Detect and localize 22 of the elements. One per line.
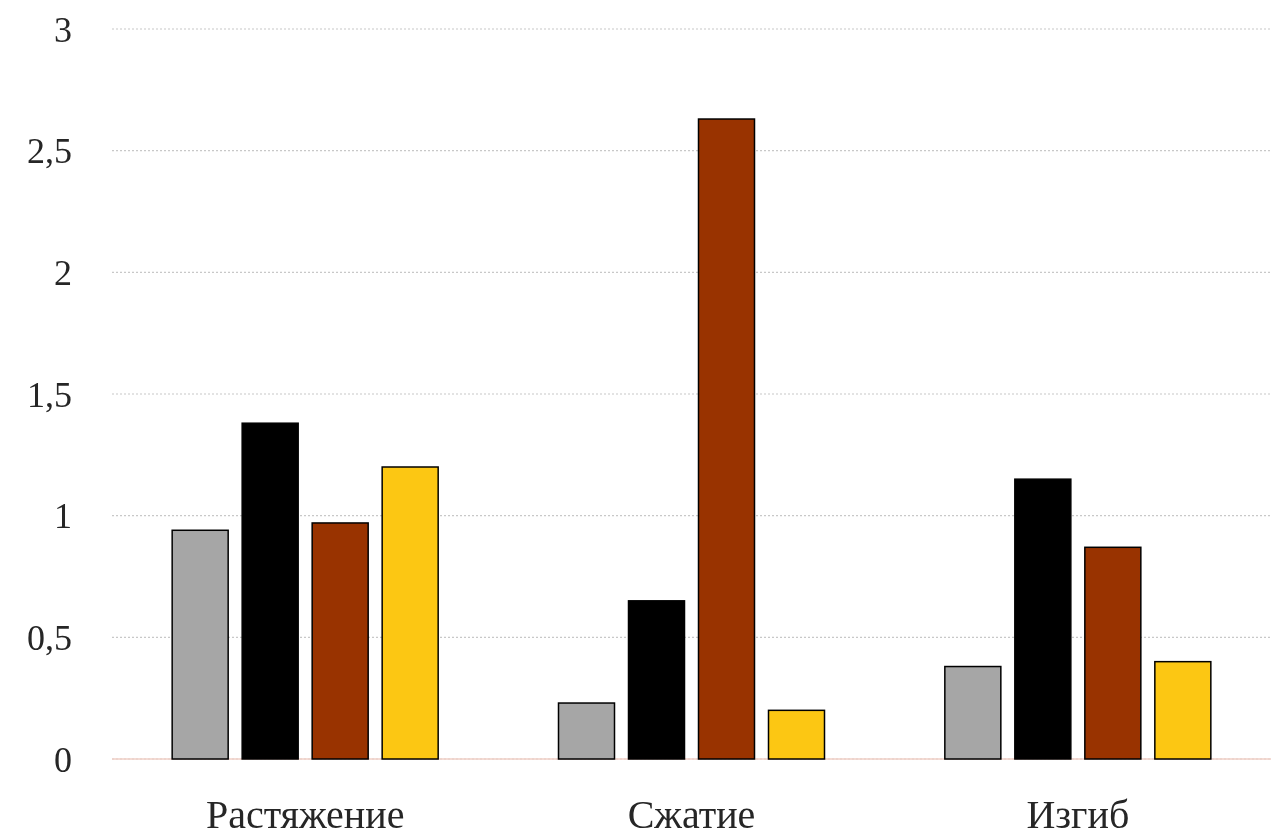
bar xyxy=(767,709,826,760)
y-tick-label: 0 xyxy=(54,739,72,780)
bar xyxy=(627,600,686,760)
bar xyxy=(381,466,439,760)
x-tick-label: Растяжение xyxy=(205,792,405,834)
bar xyxy=(697,118,756,760)
x-tick-label: Сжатие xyxy=(627,792,756,834)
y-tick-label: 0,5 xyxy=(27,617,72,658)
bar xyxy=(311,522,369,760)
bar xyxy=(241,422,299,760)
y-tick-label: 2 xyxy=(54,252,72,293)
bar xyxy=(1154,660,1212,760)
x-tick-label: Изгиб xyxy=(1026,792,1130,834)
y-tick-label: 3 xyxy=(54,9,72,50)
y-tick-label: 1 xyxy=(54,496,72,537)
bar xyxy=(1014,478,1072,760)
bar xyxy=(944,665,1002,760)
y-tick-label: 2,5 xyxy=(27,131,72,172)
bar xyxy=(557,702,616,760)
bar xyxy=(171,529,229,760)
y-tick-label: 1,5 xyxy=(27,374,72,415)
bar xyxy=(1084,546,1142,760)
